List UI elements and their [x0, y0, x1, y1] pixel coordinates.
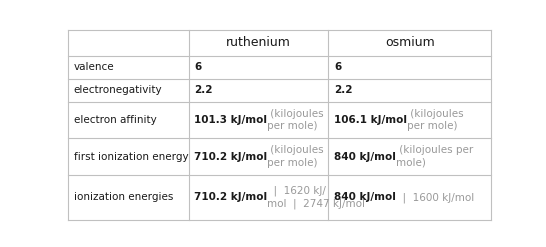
- Text: 2.2: 2.2: [194, 85, 213, 95]
- Text: 840 kJ/mol: 840 kJ/mol: [334, 192, 396, 202]
- Text: |  1620 kJ/
mol  |  2747 kJ/mol: | 1620 kJ/ mol | 2747 kJ/mol: [268, 186, 365, 209]
- Text: electronegativity: electronegativity: [74, 85, 162, 95]
- Text: electron affinity: electron affinity: [74, 115, 157, 125]
- Text: valence: valence: [74, 62, 114, 72]
- Text: 6: 6: [334, 62, 341, 72]
- Text: (kilojoules
per mole): (kilojoules per mole): [268, 109, 324, 131]
- Text: ionization energies: ionization energies: [74, 192, 173, 202]
- Text: (kilojoules
per mole): (kilojoules per mole): [268, 145, 324, 168]
- Text: (kilojoules
per mole): (kilojoules per mole): [407, 109, 464, 131]
- Text: 2.2: 2.2: [334, 85, 353, 95]
- Text: ruthenium: ruthenium: [226, 36, 291, 49]
- Text: 840 kJ/mol: 840 kJ/mol: [334, 152, 396, 162]
- Text: 710.2 kJ/mol: 710.2 kJ/mol: [194, 152, 268, 162]
- Text: first ionization energy: first ionization energy: [74, 152, 188, 162]
- Text: (kilojoules per
mole): (kilojoules per mole): [396, 145, 473, 168]
- Text: 106.1 kJ/mol: 106.1 kJ/mol: [334, 115, 407, 125]
- Text: 101.3 kJ/mol: 101.3 kJ/mol: [194, 115, 268, 125]
- Text: osmium: osmium: [385, 36, 435, 49]
- Text: 710.2 kJ/mol: 710.2 kJ/mol: [194, 192, 268, 202]
- Text: |  1600 kJ/mol: | 1600 kJ/mol: [396, 192, 474, 203]
- Text: 6: 6: [194, 62, 201, 72]
